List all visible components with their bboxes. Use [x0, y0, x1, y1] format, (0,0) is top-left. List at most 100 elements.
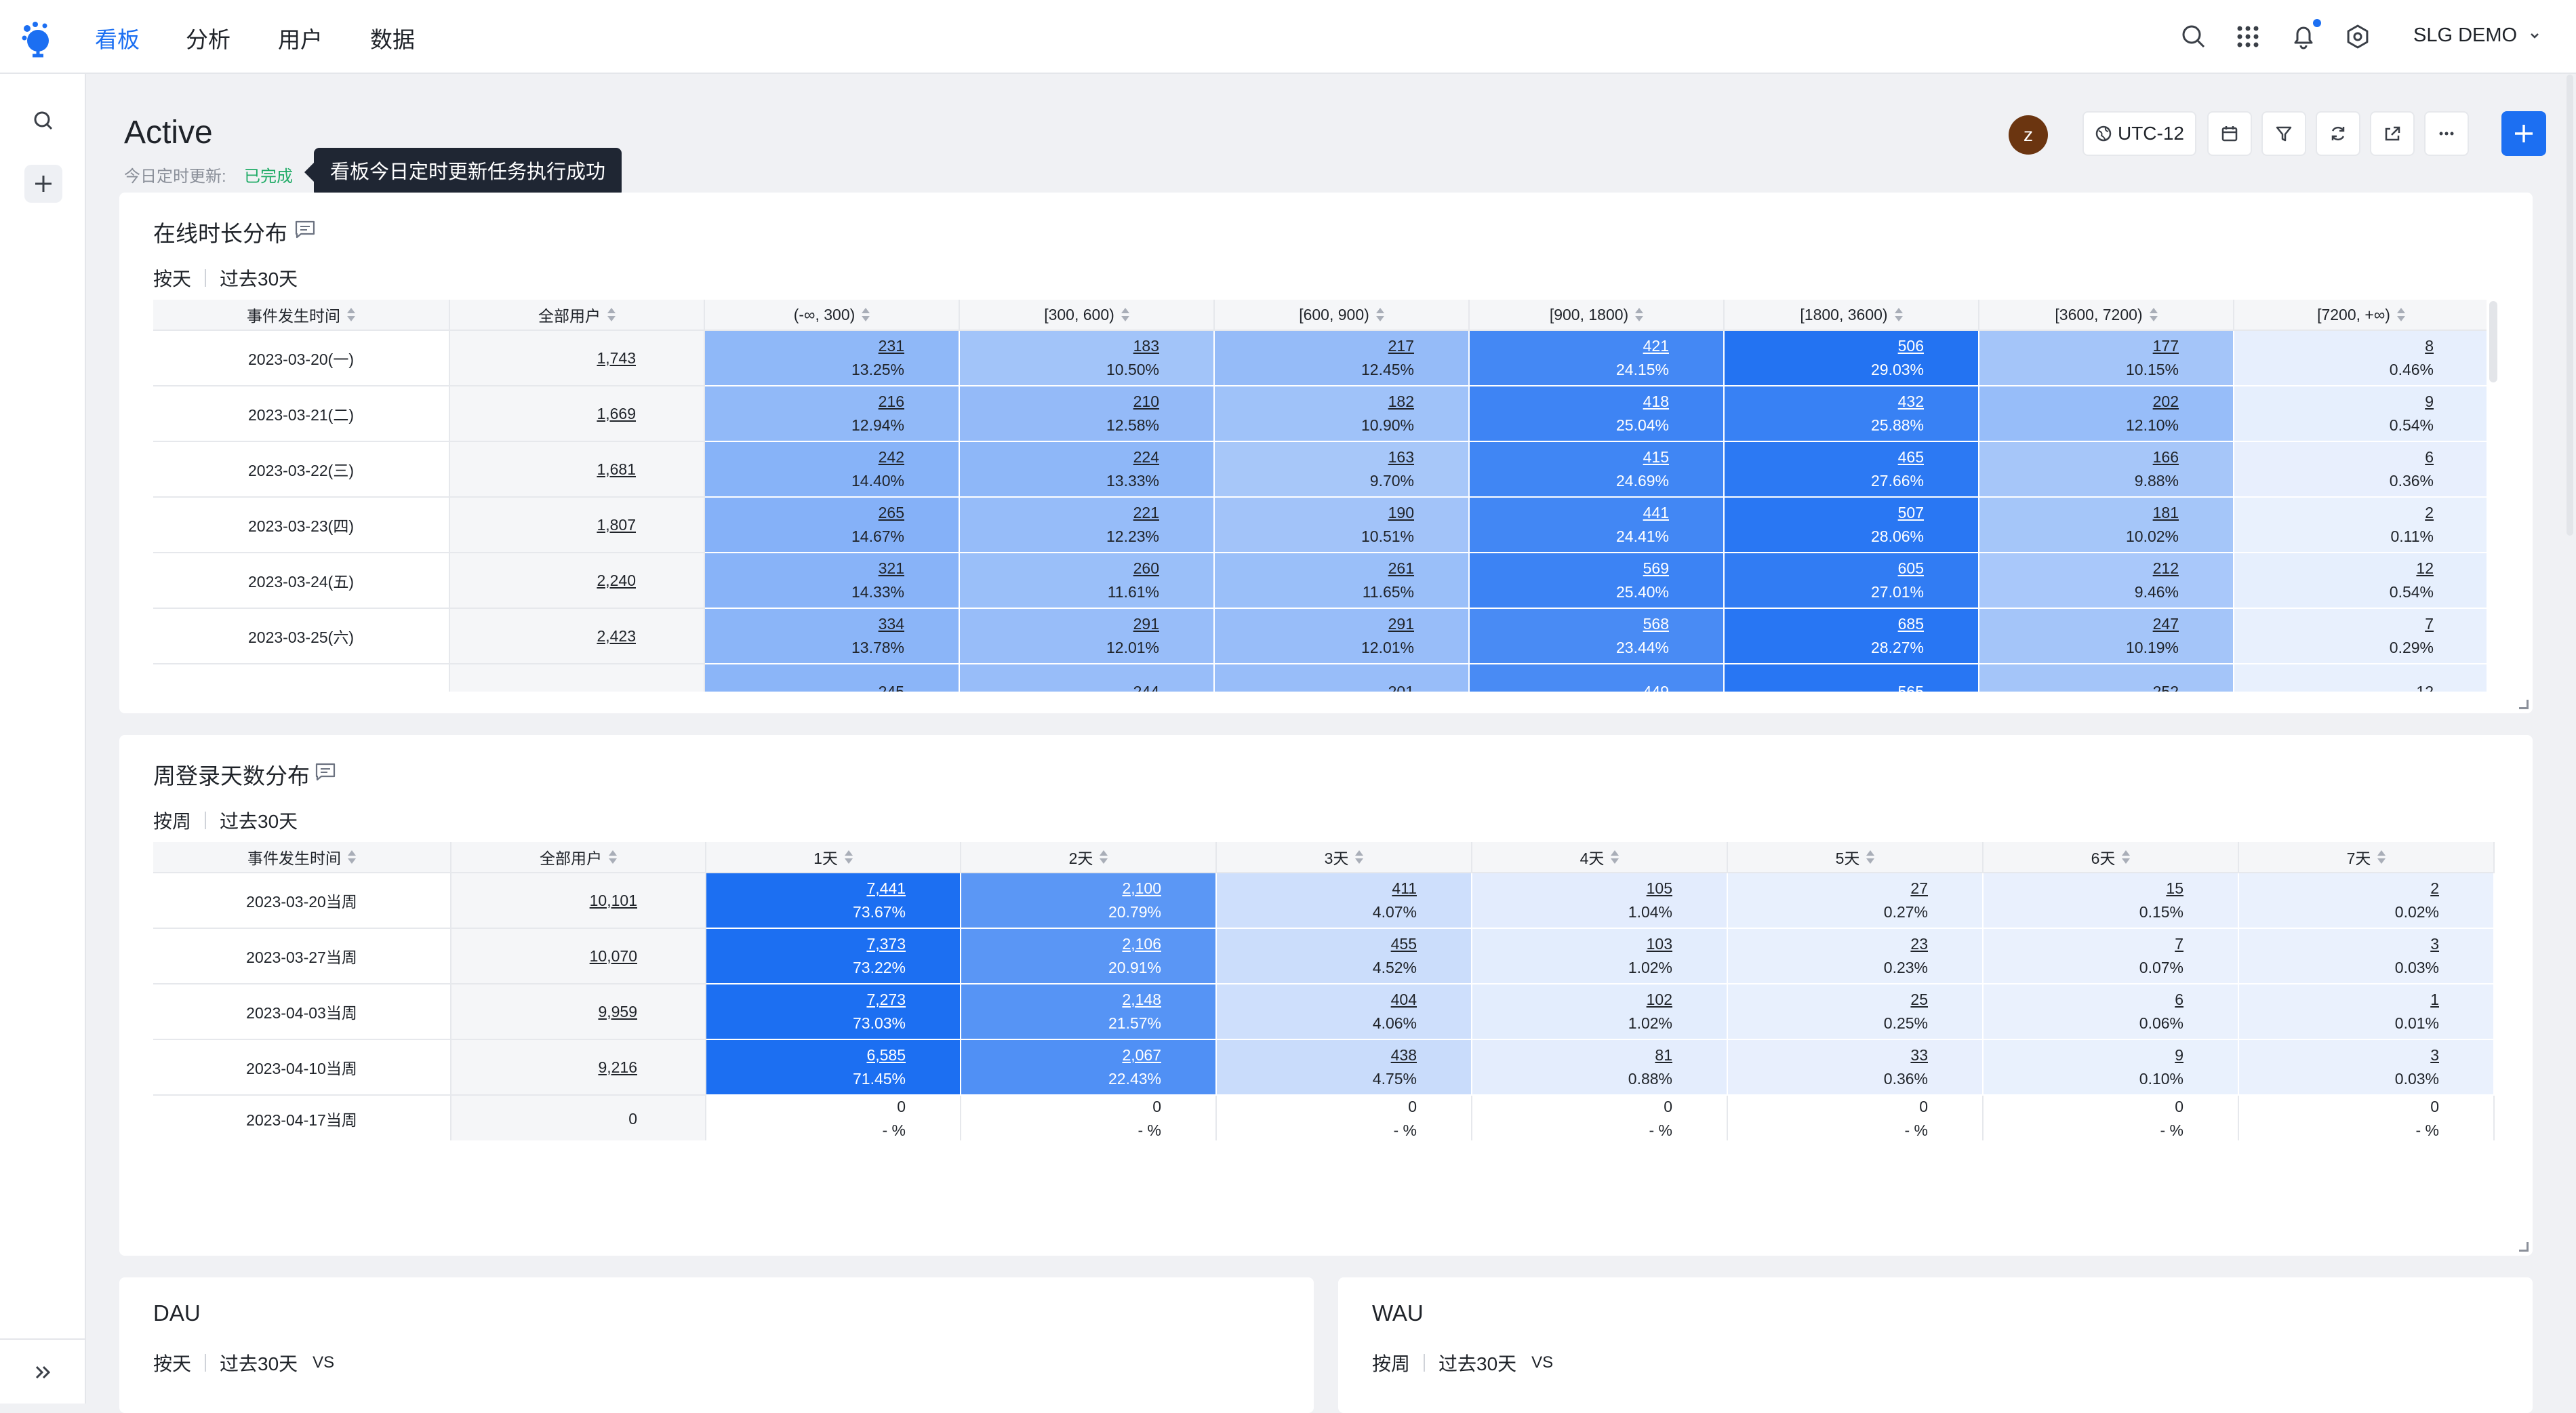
table-cell[interactable]: 231 13.25% [705, 331, 960, 386]
table-cell[interactable]: 202 12.10% [1979, 386, 2234, 442]
range-label[interactable]: 过去30天 [220, 268, 298, 290]
table-cell[interactable]: 432 25.88% [1725, 386, 1979, 442]
nav-tab-dashboard[interactable]: 看板 [95, 27, 140, 52]
table-cell[interactable]: 190 10.51% [1215, 498, 1470, 553]
column-header[interactable]: 全部用户 [450, 300, 705, 331]
table-cell[interactable]: 25 0.25% [1728, 984, 1984, 1040]
column-header[interactable]: [900, 1800) [1470, 300, 1725, 331]
range-label[interactable]: 过去30天 [220, 811, 298, 832]
table-cell[interactable]: 6 0.06% [1984, 984, 2239, 1040]
table-cell[interactable]: 565 [1725, 664, 1979, 692]
table-cell[interactable]: 411 4.07% [1217, 873, 1472, 929]
compare-toggle[interactable]: VS [313, 1353, 335, 1372]
table-cell[interactable]: 201 [1215, 664, 1470, 692]
sidebar-search-icon[interactable] [24, 102, 62, 140]
range-label[interactable]: 过去30天 [220, 1353, 298, 1374]
table-cell[interactable]: 291 12.01% [960, 609, 1215, 664]
table-cell[interactable]: 2,100 20.79% [961, 873, 1217, 929]
sort-icon[interactable] [1634, 307, 1644, 322]
column-header[interactable]: 事件发生时间 [153, 842, 451, 873]
table-cell[interactable]: 27 0.27% [1728, 873, 1984, 929]
resize-handle[interactable] [2519, 1242, 2529, 1252]
table-cell[interactable]: 605 27.01% [1725, 553, 1979, 609]
resize-handle[interactable] [2519, 700, 2529, 709]
table-cell[interactable]: 260 11.61% [960, 553, 1215, 609]
table-cell[interactable]: 2,067 22.43% [961, 1040, 1217, 1096]
table-cell[interactable]: 2 0.11% [2234, 498, 2487, 553]
comment-icon[interactable] [294, 220, 316, 239]
column-header[interactable]: 7天 [2239, 842, 2495, 873]
sort-icon[interactable] [1865, 850, 1875, 864]
table-cell[interactable]: 244 [960, 664, 1215, 692]
table-cell[interactable]: 441 24.41% [1470, 498, 1725, 553]
table-cell[interactable]: 8 0.46% [2234, 331, 2487, 386]
sort-icon[interactable] [1893, 307, 1903, 322]
timezone-button[interactable]: UTC-12 [2082, 111, 2196, 156]
granularity-label[interactable]: 按天 [153, 1353, 192, 1374]
table-cell[interactable]: 1 0.01% [2239, 984, 2495, 1040]
table-cell[interactable]: 221 12.23% [960, 498, 1215, 553]
column-header[interactable]: 全部用户 [451, 842, 706, 873]
table-cell[interactable]: 3 0.03% [2239, 929, 2495, 984]
column-header[interactable]: [7200, +∞) [2234, 300, 2487, 331]
table-cell[interactable]: 334 13.78% [705, 609, 960, 664]
sort-icon[interactable] [860, 307, 870, 322]
table-cell[interactable]: 261 11.65% [1215, 553, 1470, 609]
gear-icon[interactable] [2343, 22, 2373, 52]
table-cell[interactable]: 7,373 73.22% [706, 929, 961, 984]
table-cell[interactable]: 177 10.15% [1979, 331, 2234, 386]
table-cell[interactable]: 449 [1470, 664, 1725, 692]
refresh-button[interactable] [2316, 111, 2360, 156]
column-header[interactable]: 事件发生时间 [153, 300, 450, 331]
table-cell[interactable]: 12 0.54% [2234, 553, 2487, 609]
row-total[interactable]: 2,423 [450, 609, 705, 664]
column-header[interactable]: 1天 [706, 842, 961, 873]
sort-icon[interactable] [2396, 307, 2405, 322]
table-cell[interactable]: 181 10.02% [1979, 498, 2234, 553]
sort-icon[interactable] [1354, 850, 1364, 864]
search-icon[interactable] [2179, 22, 2209, 52]
table-cell[interactable]: 163 9.70% [1215, 442, 1470, 498]
row-total[interactable]: 2,240 [450, 553, 705, 609]
table-cell[interactable]: 418 25.04% [1470, 386, 1725, 442]
column-header[interactable]: 5天 [1728, 842, 1984, 873]
filter-button[interactable] [2261, 111, 2306, 156]
nav-tab-analysis[interactable]: 分析 [186, 27, 230, 52]
table-cell[interactable]: 2,148 21.57% [961, 984, 1217, 1040]
table-cell[interactable]: 81 0.88% [1472, 1040, 1728, 1096]
table-cell[interactable]: 9 0.54% [2234, 386, 2487, 442]
row-total[interactable]: 9,216 [451, 1040, 706, 1096]
table-cell[interactable]: 321 14.33% [705, 553, 960, 609]
table-cell[interactable]: 465 27.66% [1725, 442, 1979, 498]
sort-icon[interactable] [606, 307, 616, 322]
table-cell[interactable]: 421 24.15% [1470, 331, 1725, 386]
apps-grid-icon[interactable] [2233, 22, 2263, 52]
column-header[interactable]: 2天 [961, 842, 1217, 873]
table-cell[interactable]: 210 12.58% [960, 386, 1215, 442]
table-cell[interactable]: 291 12.01% [1215, 609, 1470, 664]
table-cell[interactable]: 685 28.27% [1725, 609, 1979, 664]
table-cell[interactable]: 12 [2234, 664, 2487, 692]
more-button[interactable] [2424, 111, 2469, 156]
table-cell[interactable]: 224 13.33% [960, 442, 1215, 498]
update-status[interactable]: 已完成 [244, 167, 293, 186]
sort-icon[interactable] [1098, 850, 1108, 864]
sort-icon[interactable] [346, 307, 355, 322]
sort-icon[interactable] [607, 850, 617, 864]
table-cell[interactable]: 438 4.75% [1217, 1040, 1472, 1096]
page-scrollbar[interactable] [2567, 75, 2573, 536]
add-report-button[interactable] [2501, 111, 2546, 156]
nav-tab-data[interactable]: 数据 [370, 27, 415, 52]
nav-tab-users[interactable]: 用户 [278, 27, 323, 52]
bell-icon[interactable] [2289, 22, 2318, 52]
row-total[interactable]: 1,807 [450, 498, 705, 553]
table-cell[interactable]: 265 14.67% [705, 498, 960, 553]
app-logo-icon[interactable] [18, 18, 58, 58]
sort-icon[interactable] [2120, 850, 2131, 864]
granularity-label[interactable]: 按天 [153, 268, 192, 290]
table-cell[interactable]: 103 1.02% [1472, 929, 1728, 984]
row-total[interactable]: 1,669 [450, 386, 705, 442]
table-cell[interactable]: 569 25.40% [1470, 553, 1725, 609]
table-cell[interactable]: 166 9.88% [1979, 442, 2234, 498]
table-cell[interactable]: 7,273 73.03% [706, 984, 961, 1040]
